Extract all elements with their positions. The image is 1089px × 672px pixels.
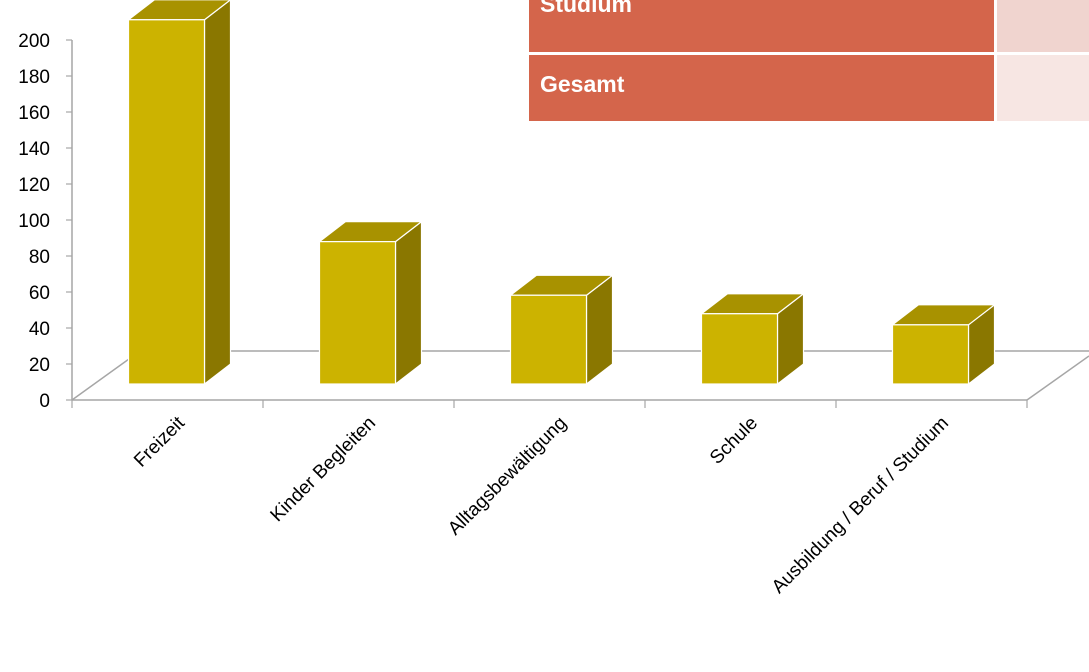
y-tick-label: 100: [18, 211, 50, 232]
table-row-studium-label: Studium: [540, 0, 632, 17]
floor-right-edge: [1026, 355, 1089, 401]
x-tick-label: Schule: [706, 413, 762, 469]
y-tick-label: 40: [29, 319, 50, 340]
x-axis-labels: Freizeit Kinder Begleiten Alltagsbewältigu…: [130, 412, 953, 598]
y-axis-ticks: 0 20 40 60 80 100 120 140 160 180 200: [18, 31, 72, 412]
bar-front-face: [509, 294, 588, 385]
y-tick-label: 80: [29, 247, 50, 268]
bar-front-face: [891, 324, 970, 385]
bar: [126, 0, 232, 386]
y-tick-label: 60: [29, 283, 50, 304]
x-tick-label: Freizeit: [130, 412, 189, 471]
bar: [508, 274, 615, 386]
y-tick-label: 20: [29, 355, 50, 376]
table-row-gesamt-value-cell: [997, 55, 1089, 121]
bar: [317, 220, 424, 386]
bar-front-face: [127, 19, 206, 385]
x-axis-ticks: [71, 400, 1028, 408]
bar-side-face: [394, 220, 423, 386]
table-row-gesamt-label-cell: [529, 55, 994, 121]
y-tick-label: 0: [39, 391, 50, 412]
table-row-gesamt-label: Gesamt: [540, 71, 625, 97]
y-tick-label: 140: [18, 139, 50, 160]
bar-side-face: [203, 0, 232, 386]
bars: [126, 0, 997, 386]
x-tick-label: Alltagsbewältigung: [444, 413, 571, 540]
y-tick-label: 180: [18, 67, 50, 88]
bar: [890, 303, 997, 386]
x-tick-label: Ausbildung / Beruf / Studium: [768, 413, 953, 598]
bar-front-face: [700, 313, 779, 385]
y-tick-label: 200: [18, 31, 50, 52]
x-tick-label: Kinder Begleiten: [267, 413, 380, 526]
table-row-studium-value-cell: [997, 0, 1089, 52]
overlay-table: Studium Gesamt: [529, 0, 1089, 121]
bar-front-face: [318, 241, 397, 385]
y-tick-label: 160: [18, 103, 50, 124]
y-tick-label: 120: [18, 175, 50, 196]
bar: [699, 292, 806, 386]
table-row-studium-label-cell: [529, 0, 994, 52]
